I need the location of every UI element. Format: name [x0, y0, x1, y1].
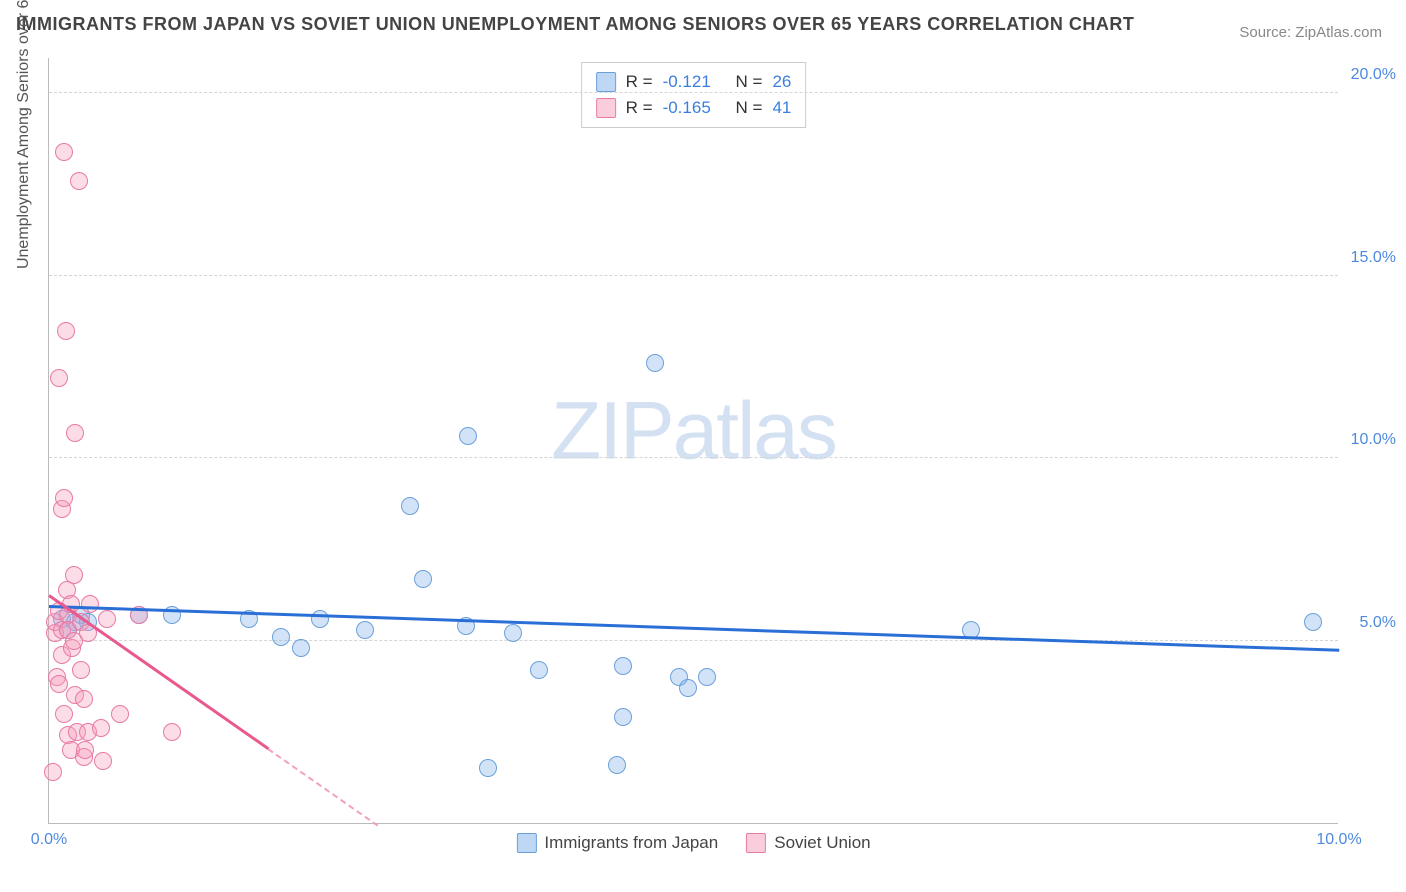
r-label: R = — [626, 95, 653, 121]
data-point — [272, 628, 290, 646]
r-value-blue: -0.121 — [663, 69, 711, 95]
source-attribution: Source: ZipAtlas.com — [1239, 24, 1382, 41]
data-point — [530, 661, 548, 679]
data-point — [698, 668, 716, 686]
legend-row-blue: R = -0.121 N = 26 — [596, 69, 792, 95]
n-value-pink: 41 — [772, 95, 791, 121]
chart-title: IMMIGRANTS FROM JAPAN VS SOVIET UNION UN… — [16, 14, 1134, 35]
gridline — [49, 457, 1338, 458]
data-point — [608, 756, 626, 774]
n-label: N = — [736, 95, 763, 121]
n-value-blue: 26 — [772, 69, 791, 95]
data-point — [504, 624, 522, 642]
data-point — [646, 354, 664, 372]
data-point — [614, 657, 632, 675]
gridline — [49, 92, 1338, 93]
data-point — [459, 427, 477, 445]
data-point — [111, 705, 129, 723]
x-tick-label: 0.0% — [31, 831, 67, 849]
data-point — [1304, 613, 1322, 631]
data-point — [311, 610, 329, 628]
y-axis-label: Unemployment Among Seniors over 65 years — [15, 0, 33, 269]
legend-label-blue: Immigrants from Japan — [544, 833, 718, 853]
data-point — [414, 570, 432, 588]
source-link[interactable]: ZipAtlas.com — [1295, 24, 1382, 41]
data-point — [76, 741, 94, 759]
data-point — [81, 595, 99, 613]
data-point — [94, 752, 112, 770]
gridline — [49, 640, 1338, 641]
trend-line — [49, 605, 1339, 652]
correlation-legend: R = -0.121 N = 26 R = -0.165 N = 41 — [581, 62, 807, 128]
legend-label-pink: Soviet Union — [774, 833, 870, 853]
x-tick-label: 10.0% — [1316, 831, 1361, 849]
data-point — [72, 661, 90, 679]
swatch-pink-icon — [746, 833, 766, 853]
data-point — [70, 172, 88, 190]
data-point — [55, 489, 73, 507]
y-tick-label: 5.0% — [1360, 614, 1396, 632]
trend-line — [268, 748, 379, 826]
data-point — [614, 708, 632, 726]
y-tick-label: 15.0% — [1351, 249, 1396, 267]
data-point — [44, 763, 62, 781]
watermark: ZIPatlas — [551, 384, 836, 478]
gridline — [49, 275, 1338, 276]
n-label: N = — [736, 69, 763, 95]
y-tick-label: 20.0% — [1351, 66, 1396, 84]
data-point — [98, 610, 116, 628]
data-point — [292, 639, 310, 657]
data-point — [50, 369, 68, 387]
r-value-pink: -0.165 — [663, 95, 711, 121]
data-point — [401, 497, 419, 515]
swatch-blue-icon — [516, 833, 536, 853]
series-legend: Immigrants from Japan Soviet Union — [516, 833, 870, 853]
data-point — [163, 723, 181, 741]
data-point — [92, 719, 110, 737]
swatch-blue-icon — [596, 72, 616, 92]
data-point — [679, 679, 697, 697]
data-point — [57, 322, 75, 340]
r-label: R = — [626, 69, 653, 95]
legend-item-blue: Immigrants from Japan — [516, 833, 718, 853]
data-point — [479, 759, 497, 777]
legend-row-pink: R = -0.165 N = 41 — [596, 95, 792, 121]
data-point — [66, 424, 84, 442]
scatter-plot-area: ZIPatlas R = -0.121 N = 26 R = -0.165 N … — [48, 58, 1338, 824]
data-point — [55, 705, 73, 723]
swatch-pink-icon — [596, 98, 616, 118]
data-point — [55, 143, 73, 161]
legend-item-pink: Soviet Union — [746, 833, 870, 853]
y-tick-label: 10.0% — [1351, 431, 1396, 449]
source-label: Source: — [1239, 24, 1291, 41]
data-point — [356, 621, 374, 639]
data-point — [75, 690, 93, 708]
data-point — [65, 566, 83, 584]
